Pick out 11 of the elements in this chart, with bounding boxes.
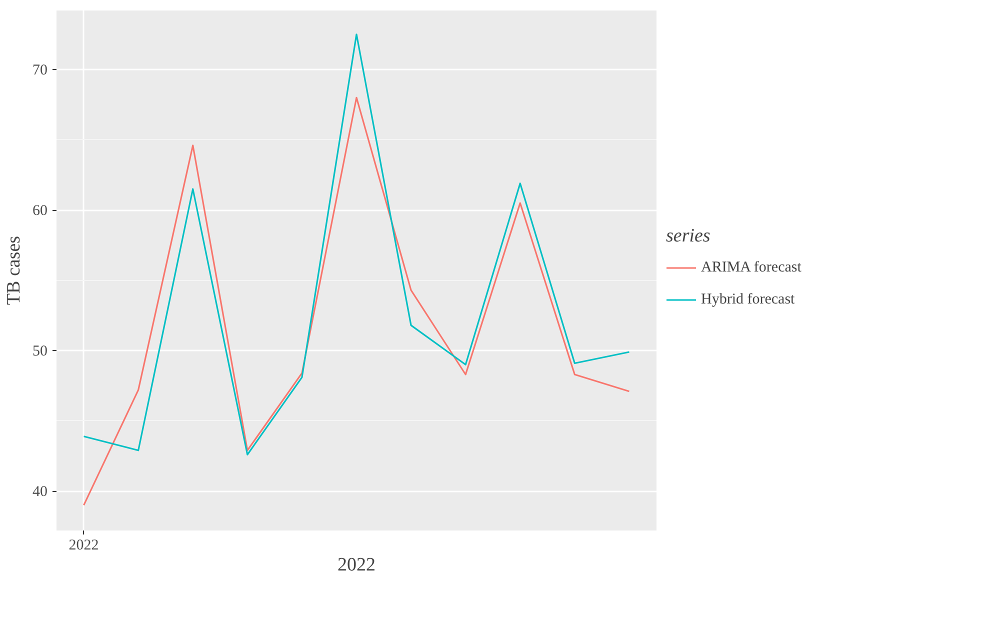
y-tick-label: 60 (32, 203, 48, 220)
y-axis-title: TB cases (4, 236, 24, 306)
line-series (82, 34, 630, 456)
line-series (82, 96, 630, 506)
x-axis-title: 2022 (338, 554, 376, 576)
y-tick-label: 40 (32, 484, 48, 500)
y-tick-label: 50 (32, 344, 48, 360)
legend-title: series (666, 226, 712, 248)
y-tick-label: 70 (32, 62, 48, 79)
legend-label: Hybrid forecast (701, 291, 795, 308)
legend-label: ARIMA forecast (701, 259, 802, 276)
